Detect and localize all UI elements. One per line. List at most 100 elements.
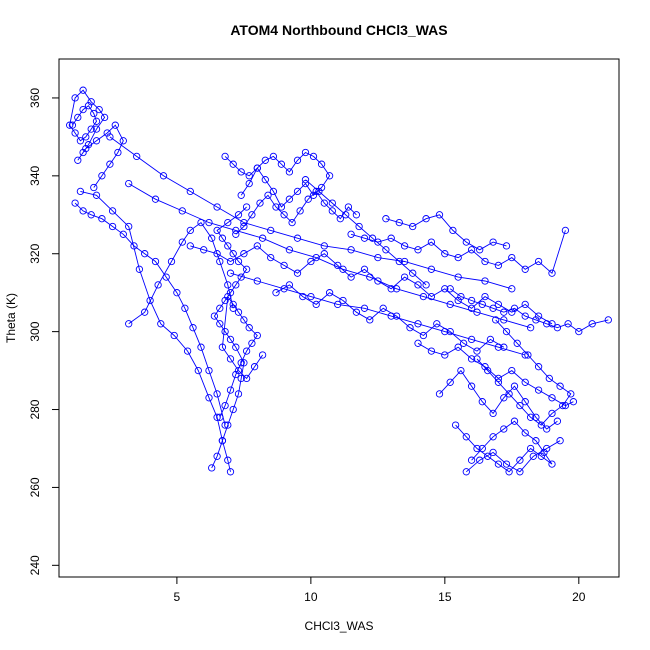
- data-point: [157, 320, 165, 328]
- data-point: [521, 378, 529, 386]
- data-point: [360, 304, 369, 312]
- data-point: [90, 109, 98, 118]
- data-point: [489, 409, 497, 418]
- data-point: [441, 285, 449, 293]
- data-point: [395, 218, 403, 227]
- data-point: [406, 324, 414, 332]
- data-point: [564, 320, 572, 328]
- data-point: [296, 207, 304, 215]
- data-point: [205, 366, 213, 375]
- data-point: [382, 246, 390, 254]
- data-point: [467, 246, 476, 254]
- data-point: [454, 273, 462, 281]
- series-14: [414, 339, 578, 410]
- data-point: [181, 304, 189, 312]
- data-point: [167, 257, 176, 266]
- data-point: [473, 444, 481, 453]
- data-point: [328, 199, 336, 207]
- series-12: [382, 211, 511, 254]
- x-axis-label: CHCl3_WAS: [305, 619, 374, 633]
- data-point: [435, 390, 444, 398]
- data-point: [382, 215, 390, 223]
- data-point: [569, 398, 578, 406]
- data-point: [532, 437, 540, 445]
- data-point: [87, 211, 95, 219]
- data-point: [79, 207, 87, 215]
- data-point: [374, 277, 382, 285]
- data-point: [272, 289, 280, 297]
- data-point: [446, 285, 454, 293]
- data-point: [534, 363, 543, 371]
- data-point: [293, 269, 302, 277]
- data-point: [213, 203, 221, 211]
- data-point: [71, 129, 79, 137]
- data-point: [360, 234, 369, 242]
- data-point: [237, 359, 245, 367]
- data-point: [111, 121, 119, 129]
- data-point: [500, 425, 508, 433]
- data-point: [548, 409, 556, 418]
- series-line: [190, 245, 553, 325]
- data-point: [232, 230, 240, 238]
- data-point: [224, 281, 232, 289]
- data-point: [548, 460, 556, 468]
- data-point: [414, 320, 422, 328]
- data-point: [548, 269, 556, 277]
- data-point: [304, 195, 312, 203]
- data-point: [194, 366, 202, 375]
- data-point: [248, 211, 256, 219]
- series-1: [66, 86, 127, 192]
- data-point: [422, 281, 430, 289]
- series-6: [216, 292, 267, 421]
- data-point: [478, 300, 486, 309]
- data-point: [510, 417, 519, 425]
- data-point: [216, 413, 224, 421]
- data-point: [98, 172, 106, 180]
- data-point: [154, 281, 162, 289]
- data-point: [409, 269, 417, 277]
- data-point: [82, 133, 90, 141]
- data-point: [467, 355, 476, 363]
- data-point: [234, 366, 243, 375]
- data-point: [205, 218, 213, 227]
- data-point: [476, 456, 484, 464]
- data-point: [256, 199, 264, 207]
- y-tick-label: 340: [28, 166, 42, 186]
- data-point: [229, 160, 237, 168]
- data-point: [315, 187, 323, 196]
- x-axis: 5 10 15 20: [174, 576, 586, 604]
- data-point: [216, 320, 224, 328]
- data-point: [224, 292, 232, 301]
- data-point: [505, 468, 513, 476]
- data-point: [320, 250, 328, 258]
- series-line: [385, 214, 507, 251]
- data-point: [441, 327, 449, 336]
- data-point: [352, 211, 361, 219]
- data-point: [513, 339, 521, 347]
- data-point: [360, 265, 369, 273]
- data-point: [446, 378, 454, 386]
- data-point: [473, 308, 481, 316]
- data-point: [508, 285, 516, 293]
- data-point: [76, 137, 85, 145]
- data-point: [374, 253, 382, 262]
- data-point: [74, 113, 82, 122]
- data-point: [400, 257, 409, 266]
- series-line: [350, 230, 566, 274]
- data-point: [484, 452, 492, 460]
- series-line: [109, 136, 512, 290]
- data-point: [467, 382, 476, 390]
- data-point: [374, 238, 382, 246]
- series-line: [305, 179, 427, 286]
- data-point: [459, 339, 468, 347]
- series-line: [74, 202, 226, 426]
- data-point: [545, 374, 553, 383]
- data-point: [435, 211, 444, 219]
- data-point: [224, 421, 232, 429]
- y-axis: 240 260 280 300 320 340 360: [28, 88, 60, 575]
- data-point: [277, 160, 286, 168]
- data-point: [451, 421, 460, 429]
- data-point: [486, 335, 495, 344]
- data-point: [532, 316, 540, 324]
